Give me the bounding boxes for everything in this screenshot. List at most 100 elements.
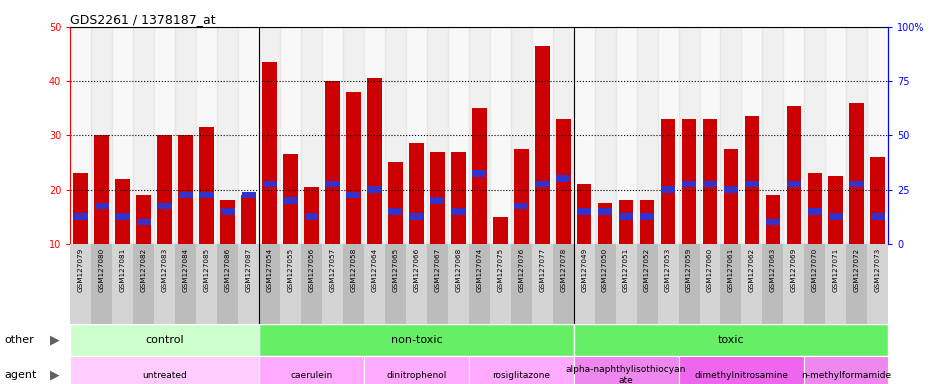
Bar (238, 244, 258, 324)
Text: rosiglitazone: rosiglitazone (491, 371, 549, 380)
Bar (95, 136, 109, 244)
Bar (636, 27, 657, 244)
Bar (405, 244, 427, 324)
Bar (175, 27, 196, 244)
Bar (573, 324, 887, 356)
Bar (867, 27, 887, 244)
Bar (70, 244, 91, 324)
Text: GSM127058: GSM127058 (350, 248, 356, 292)
Text: GSM127066: GSM127066 (413, 248, 419, 292)
Bar (300, 244, 322, 324)
Text: control: control (145, 335, 183, 345)
Bar (531, 27, 552, 244)
Bar (615, 244, 636, 324)
Bar (639, 214, 653, 220)
Bar (619, 214, 633, 220)
Bar (597, 203, 612, 244)
Bar (807, 208, 821, 215)
Bar (367, 78, 381, 244)
Text: GSM127073: GSM127073 (874, 248, 880, 292)
Bar (196, 244, 217, 324)
Bar (450, 152, 465, 244)
Bar (678, 356, 803, 384)
Text: dimethylnitrosamine: dimethylnitrosamine (694, 371, 787, 380)
Text: GSM127077: GSM127077 (538, 248, 545, 292)
Bar (199, 192, 213, 198)
Bar (573, 27, 594, 244)
Bar (199, 127, 213, 244)
Bar (112, 244, 133, 324)
Bar (765, 195, 780, 244)
Bar (468, 27, 490, 244)
Bar (133, 244, 154, 324)
Bar (720, 244, 740, 324)
Text: non-toxic: non-toxic (390, 335, 442, 345)
Bar (636, 244, 657, 324)
Bar (472, 170, 486, 177)
Bar (74, 214, 88, 220)
Text: agent: agent (5, 370, 37, 380)
Bar (577, 208, 591, 215)
Bar (534, 46, 548, 244)
Bar (531, 244, 552, 324)
Text: GSM127050: GSM127050 (602, 248, 607, 292)
Bar (740, 27, 762, 244)
Bar (258, 356, 363, 384)
Bar (510, 27, 531, 244)
Bar (867, 244, 887, 324)
Text: GSM127054: GSM127054 (266, 248, 272, 292)
Text: GSM127084: GSM127084 (183, 248, 188, 292)
Text: GSM127075: GSM127075 (497, 248, 503, 292)
Bar (284, 197, 297, 204)
Bar (660, 119, 675, 244)
Bar (363, 356, 468, 384)
Text: untreated: untreated (142, 371, 187, 380)
Text: GSM127087: GSM127087 (245, 248, 251, 292)
Bar (115, 179, 130, 244)
Bar (346, 192, 360, 198)
Text: GSM127079: GSM127079 (78, 248, 83, 292)
Bar (217, 27, 238, 244)
Text: ▶: ▶ (50, 334, 59, 347)
Bar (112, 27, 133, 244)
Bar (388, 162, 402, 244)
Bar (807, 173, 821, 244)
Bar (492, 246, 506, 253)
Bar (639, 200, 653, 244)
Text: GSM127056: GSM127056 (308, 248, 314, 292)
Text: GSM127082: GSM127082 (140, 248, 147, 292)
Bar (552, 244, 573, 324)
Bar (157, 203, 171, 209)
Bar (803, 244, 825, 324)
Bar (116, 214, 129, 220)
Bar (597, 208, 611, 215)
Text: alpha-naphthylisothiocyan
ate: alpha-naphthylisothiocyan ate (565, 366, 685, 384)
Bar (345, 92, 360, 244)
Bar (615, 27, 636, 244)
Bar (280, 244, 300, 324)
Text: GSM127085: GSM127085 (203, 248, 210, 292)
Bar (555, 119, 570, 244)
Bar (534, 181, 548, 187)
Bar (196, 27, 217, 244)
Bar (782, 244, 803, 324)
Bar (681, 181, 695, 187)
Bar (133, 27, 154, 244)
Bar (322, 27, 343, 244)
Bar (217, 244, 238, 324)
Bar (845, 244, 867, 324)
Text: n-methylformamide: n-methylformamide (800, 371, 890, 380)
Bar (325, 181, 339, 187)
Text: GSM127065: GSM127065 (392, 248, 398, 292)
Bar (828, 214, 841, 220)
Bar (179, 192, 193, 198)
Text: GSM127067: GSM127067 (434, 248, 440, 292)
Bar (699, 27, 720, 244)
Text: GDS2261 / 1378187_at: GDS2261 / 1378187_at (70, 13, 215, 26)
Text: toxic: toxic (717, 335, 743, 345)
Bar (304, 187, 318, 244)
Bar (657, 244, 678, 324)
Bar (70, 324, 258, 356)
Bar (468, 356, 573, 384)
Bar (154, 244, 175, 324)
